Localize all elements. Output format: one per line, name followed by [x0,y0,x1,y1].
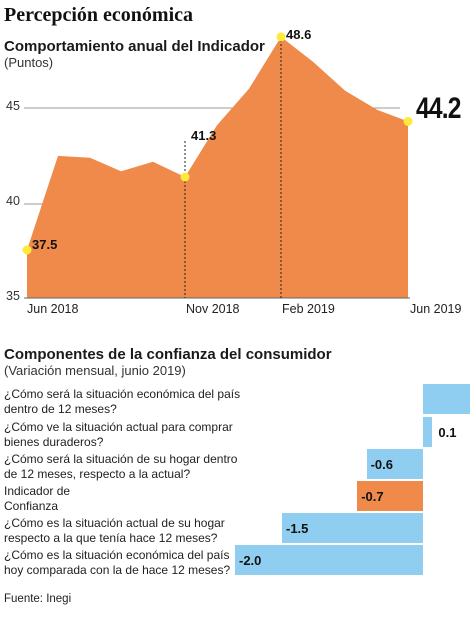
category-label: ¿Cómo será la situación económica del pa… [4,387,241,416]
bar-value-label: 0.1 [438,425,457,440]
area-series [27,36,408,299]
category-label: Indicador de Confianza [4,484,71,513]
y-tick-40: 40 [6,194,20,208]
marker-feb2019 [276,32,286,42]
bar [282,513,423,543]
data-label-nov2018: 41.3 [191,128,217,143]
chart1-unit: (Puntos) [4,55,54,70]
marker-jun2018 [22,245,32,255]
category-label: ¿Cómo ve la situación actual para compra… [4,420,233,449]
bar-value-label: -0.7 [361,489,384,504]
data-label-feb2019: 48.6 [286,27,312,42]
area-chart [22,32,413,299]
chart2-title: Componentes de la confianza del consumid… [4,346,332,363]
marker-nov2018 [180,172,190,182]
bar-value-label: -0.6 [370,457,393,472]
y-tick-35: 35 [6,289,20,303]
bar-value-label: -2.0 [239,553,262,568]
bar [423,417,433,447]
x-tick-jun2019: Jun 2019 [410,302,462,316]
bar-value-label: -1.5 [286,521,309,536]
chart2-unit: (Variación mensual, junio 2019) [4,363,186,378]
source-note: Fuente: Inegi [4,593,72,605]
page-title: Percepción económica [4,4,194,26]
data-label-jun2019: 44.2 [416,92,461,125]
marker-jun2019 [403,116,413,126]
category-label: ¿Cómo es la situación económica del país… [4,548,231,577]
bar [366,449,423,479]
chart1-title: Comportamiento anual del Indicador [4,38,265,55]
category-label: ¿Cómo es la situación actual de su hogar… [4,516,225,545]
category-label: ¿Cómo será la situación de su hogar dent… [4,452,238,481]
y-tick-45: 45 [6,99,20,113]
x-tick-nov2018: Nov 2018 [186,302,240,316]
bar [357,481,423,511]
x-tick-feb2019: Feb 2019 [282,302,335,316]
bar [423,384,470,414]
data-label-jun2018: 37.5 [32,237,58,252]
x-tick-jun2018: Jun 2018 [27,302,79,316]
bar [235,545,423,575]
